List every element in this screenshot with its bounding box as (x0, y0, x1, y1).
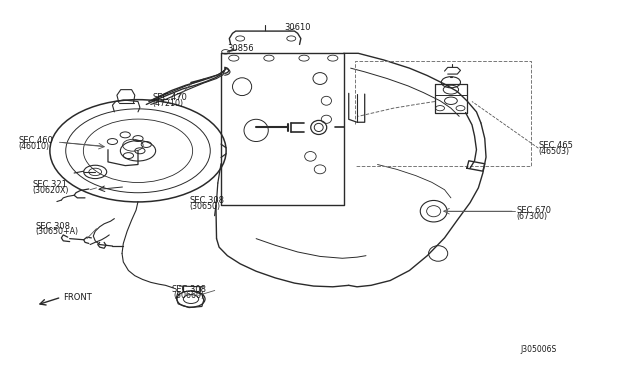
Text: (30660): (30660) (173, 291, 205, 300)
Text: (30650+A): (30650+A) (36, 227, 79, 237)
Text: SEC.465: SEC.465 (538, 141, 573, 151)
Text: (30620X): (30620X) (33, 186, 69, 195)
Text: 30610: 30610 (284, 23, 311, 32)
Text: (67300): (67300) (516, 212, 548, 221)
Text: SEC.670: SEC.670 (516, 206, 552, 215)
Text: 30856: 30856 (227, 44, 254, 53)
Text: J305006S: J305006S (520, 345, 556, 354)
Text: (30650): (30650) (189, 202, 221, 211)
Text: SEC.308: SEC.308 (36, 221, 71, 231)
Text: FRONT: FRONT (63, 294, 92, 302)
Text: (47210): (47210) (153, 99, 184, 108)
Text: (46010): (46010) (19, 142, 49, 151)
Text: SEC.470: SEC.470 (153, 93, 188, 102)
Text: (46503): (46503) (538, 147, 570, 156)
Text: SEC.308: SEC.308 (172, 285, 207, 294)
Text: SEC.308: SEC.308 (189, 196, 225, 205)
Text: SEC.321: SEC.321 (33, 180, 67, 189)
Text: SEC.460: SEC.460 (19, 136, 54, 145)
